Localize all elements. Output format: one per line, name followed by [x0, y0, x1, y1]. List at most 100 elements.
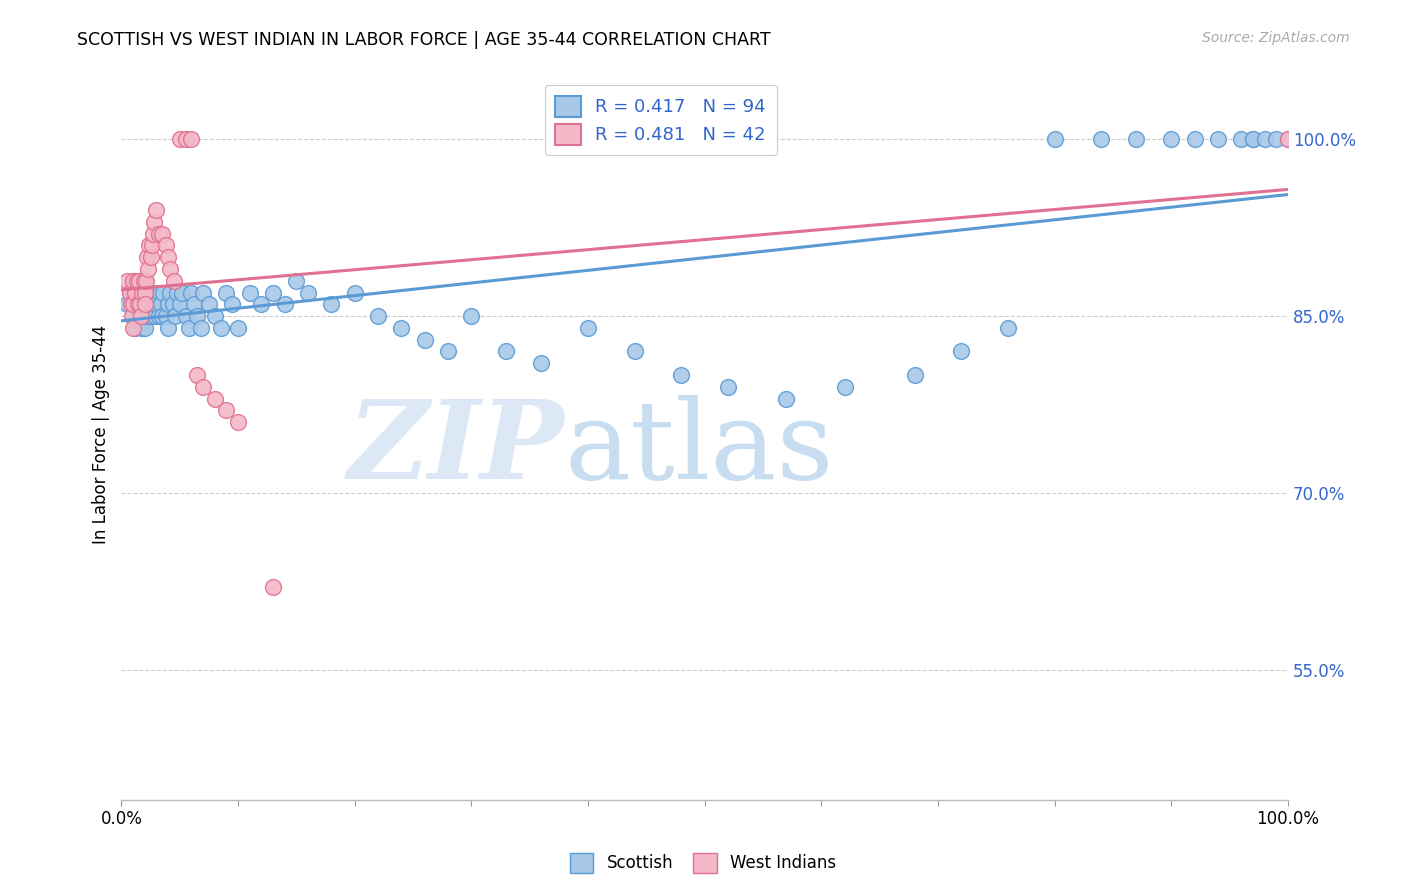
- Point: [141, 297, 163, 311]
- Point: [159, 285, 181, 300]
- Point: [174, 132, 197, 146]
- Point: [297, 285, 319, 300]
- Point: [150, 227, 173, 241]
- Point: [128, 274, 150, 288]
- Point: [135, 274, 157, 288]
- Point: [1184, 132, 1206, 146]
- Point: [262, 285, 284, 300]
- Point: [122, 297, 145, 311]
- Point: [460, 309, 482, 323]
- Point: [120, 297, 142, 311]
- Point: [124, 321, 146, 335]
- Point: [389, 321, 412, 335]
- Point: [157, 250, 180, 264]
- Point: [530, 356, 553, 370]
- Point: [180, 285, 202, 300]
- Point: [122, 321, 145, 335]
- Point: [127, 297, 149, 311]
- Point: [169, 297, 191, 311]
- Point: [134, 309, 156, 323]
- Point: [155, 238, 177, 252]
- Point: [183, 297, 205, 311]
- Point: [142, 227, 165, 241]
- Point: [198, 297, 221, 311]
- Point: [129, 297, 152, 311]
- Point: [180, 132, 202, 146]
- Point: [186, 309, 208, 323]
- Point: [1277, 132, 1299, 146]
- Point: [221, 297, 243, 311]
- Point: [138, 238, 160, 252]
- Point: [129, 309, 152, 323]
- Point: [285, 274, 308, 288]
- Point: [122, 309, 145, 323]
- Point: [172, 285, 194, 300]
- Point: [165, 309, 187, 323]
- Point: [129, 285, 152, 300]
- Point: [155, 309, 177, 323]
- Point: [143, 309, 166, 323]
- Point: [134, 274, 156, 288]
- Point: [143, 215, 166, 229]
- Point: [129, 309, 152, 323]
- Point: [191, 285, 214, 300]
- Point: [136, 262, 159, 277]
- Point: [226, 415, 249, 429]
- Point: [775, 392, 797, 406]
- Text: SCOTTISH VS WEST INDIAN IN LABOR FORCE | AGE 35-44 CORRELATION CHART: SCOTTISH VS WEST INDIAN IN LABOR FORCE |…: [77, 31, 770, 49]
- Point: [145, 202, 167, 217]
- Point: [262, 580, 284, 594]
- Point: [166, 285, 188, 300]
- Point: [143, 297, 166, 311]
- Point: [150, 297, 173, 311]
- Point: [134, 297, 156, 311]
- Point: [191, 380, 214, 394]
- Point: [250, 297, 273, 311]
- Point: [1277, 132, 1299, 146]
- Point: [321, 297, 343, 311]
- Point: [149, 285, 172, 300]
- Point: [162, 297, 184, 311]
- Point: [1230, 132, 1253, 146]
- Point: [239, 285, 262, 300]
- Point: [1206, 132, 1229, 146]
- Point: [152, 285, 174, 300]
- Text: Source: ZipAtlas.com: Source: ZipAtlas.com: [1202, 31, 1350, 45]
- Point: [157, 297, 180, 311]
- Point: [122, 274, 145, 288]
- Point: [127, 285, 149, 300]
- Point: [135, 297, 157, 311]
- Point: [274, 297, 297, 311]
- Point: [174, 309, 197, 323]
- Point: [139, 250, 162, 264]
- Point: [120, 285, 142, 300]
- Point: [150, 309, 173, 323]
- Point: [1241, 132, 1264, 146]
- Point: [904, 368, 927, 382]
- Point: [134, 285, 156, 300]
- Legend: R = 0.417   N = 94, R = 0.481   N = 42: R = 0.417 N = 94, R = 0.481 N = 42: [544, 85, 776, 155]
- Point: [204, 309, 226, 323]
- Point: [139, 285, 162, 300]
- Point: [136, 250, 159, 264]
- Point: [190, 321, 212, 335]
- Point: [226, 321, 249, 335]
- Point: [139, 309, 162, 323]
- Point: [159, 262, 181, 277]
- Point: [834, 380, 856, 394]
- Point: [215, 403, 238, 417]
- Point: [136, 309, 159, 323]
- Point: [623, 344, 645, 359]
- Point: [134, 321, 156, 335]
- Point: [148, 227, 170, 241]
- Point: [131, 297, 153, 311]
- Point: [1241, 132, 1264, 146]
- Point: [177, 321, 200, 335]
- Y-axis label: In Labor Force | Age 35-44: In Labor Force | Age 35-44: [93, 325, 110, 543]
- Point: [131, 285, 153, 300]
- Point: [367, 309, 389, 323]
- Point: [671, 368, 693, 382]
- Point: [131, 321, 153, 335]
- Point: [1043, 132, 1066, 146]
- Point: [950, 344, 973, 359]
